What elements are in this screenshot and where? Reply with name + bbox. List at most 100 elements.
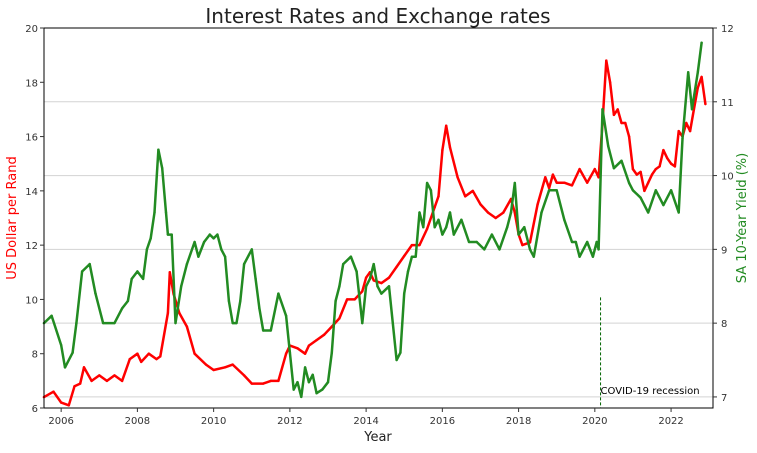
yield-point	[136, 270, 139, 273]
exchange-rate-point	[140, 360, 143, 364]
yield-point	[193, 240, 196, 244]
yield-point	[555, 189, 558, 192]
exchange-rate-point	[231, 363, 234, 366]
yield-point	[607, 144, 610, 148]
exchange-rate-point	[147, 352, 150, 355]
exchange-rate-point	[159, 355, 162, 358]
yield-point	[223, 255, 227, 258]
exchange-rate-point	[223, 366, 227, 369]
exchange-rate-point	[364, 276, 368, 279]
yield-point	[395, 358, 398, 362]
exchange-rate-point	[700, 75, 703, 79]
exchange-rate-point	[73, 385, 76, 388]
exchange-rate-point	[620, 121, 623, 125]
yield-point	[239, 299, 242, 303]
y-right-tick-label: 10	[721, 172, 734, 183]
yield-point	[235, 321, 238, 325]
yield-point	[700, 41, 703, 44]
yield-point	[677, 211, 680, 214]
yield-point	[208, 233, 211, 236]
exchange-rate-point	[494, 216, 497, 220]
yield-point	[647, 211, 650, 214]
exchange-rate-point	[555, 181, 558, 184]
y-right-tick-label: 8	[721, 319, 727, 330]
y-right-tick-label: 9	[721, 245, 727, 256]
exchange-rate-point	[52, 390, 55, 393]
exchange-rate-point	[315, 338, 318, 342]
exchange-rate-point	[90, 379, 93, 383]
exchange-rate-point	[277, 379, 280, 383]
annotation-label: COVID-19 recession	[601, 386, 700, 397]
yield-point	[258, 307, 261, 310]
yield-point	[410, 255, 414, 258]
yield-point	[498, 248, 501, 251]
y-right-tick-label: 11	[721, 98, 734, 109]
yield-point	[164, 211, 168, 214]
exchange-rate-point	[284, 352, 288, 355]
exchange-rate-point	[456, 176, 459, 179]
exchange-rate-point	[627, 135, 631, 138]
yield-point	[311, 373, 314, 376]
yield-point	[94, 292, 97, 295]
exchange-rate-point	[307, 344, 311, 347]
exchange-rate-point	[136, 352, 139, 355]
x-tick-label: 2012	[277, 416, 302, 427]
exchange-rate-point	[704, 102, 707, 106]
yield-point	[483, 248, 486, 251]
exchange-rate-point	[471, 189, 474, 193]
yield-point	[591, 255, 595, 258]
yield-point	[612, 167, 616, 170]
exchange-rate-point	[658, 165, 661, 168]
yield-point	[595, 240, 598, 244]
y-left-tick-label: 18	[25, 78, 38, 89]
yield-point	[448, 211, 452, 214]
yield-point	[60, 344, 63, 347]
yield-point	[467, 240, 471, 244]
yield-point	[145, 248, 149, 251]
exchange-rate-point	[204, 363, 208, 366]
yield-point	[242, 262, 246, 266]
yield-point	[540, 211, 543, 214]
exchange-rate-point	[166, 311, 170, 315]
exchange-rate-point	[464, 195, 467, 198]
y-axis-left-label: US Dollar per Rand	[5, 156, 20, 279]
exchange-rate-point	[380, 281, 383, 285]
exchange-rate-point	[631, 167, 635, 171]
exchange-rate-point	[551, 173, 555, 176]
yield-point	[452, 233, 455, 236]
yield-point	[120, 307, 124, 310]
yield-point	[338, 285, 341, 288]
exchange-rate-point	[445, 124, 448, 127]
plot-frame	[43, 27, 714, 409]
exchange-rate-point	[696, 86, 699, 89]
exchange-rate-point	[563, 181, 566, 184]
yield-point	[433, 226, 436, 229]
x-tick-label: 2014	[353, 416, 378, 427]
yield-point	[631, 189, 635, 192]
x-tick-label: 2010	[201, 416, 226, 427]
yield-point	[528, 248, 532, 251]
yield-point	[355, 270, 358, 273]
exchange-rate-point	[168, 271, 171, 274]
exchange-rate-point	[688, 129, 692, 133]
yield-point	[334, 299, 337, 303]
yield-point	[197, 255, 200, 258]
exchange-rate-point	[323, 333, 326, 336]
exchange-rate-point	[178, 311, 181, 315]
yield-point	[403, 292, 406, 295]
y-left-tick-label: 16	[25, 133, 38, 144]
yield-point	[532, 255, 535, 258]
yield-point	[574, 240, 577, 244]
yield-point	[460, 218, 463, 221]
exchange-rate-point	[296, 347, 299, 350]
yield-point	[654, 189, 657, 192]
exchange-rate-point	[643, 189, 646, 193]
yield-point	[262, 329, 265, 332]
yield-point	[50, 314, 53, 317]
exchange-rate-point	[425, 227, 429, 231]
exchange-rate-point	[536, 203, 539, 206]
yield-point	[141, 277, 145, 281]
yield-point	[406, 270, 410, 273]
exchange-rate-point	[685, 121, 688, 125]
yield-point	[212, 237, 215, 240]
